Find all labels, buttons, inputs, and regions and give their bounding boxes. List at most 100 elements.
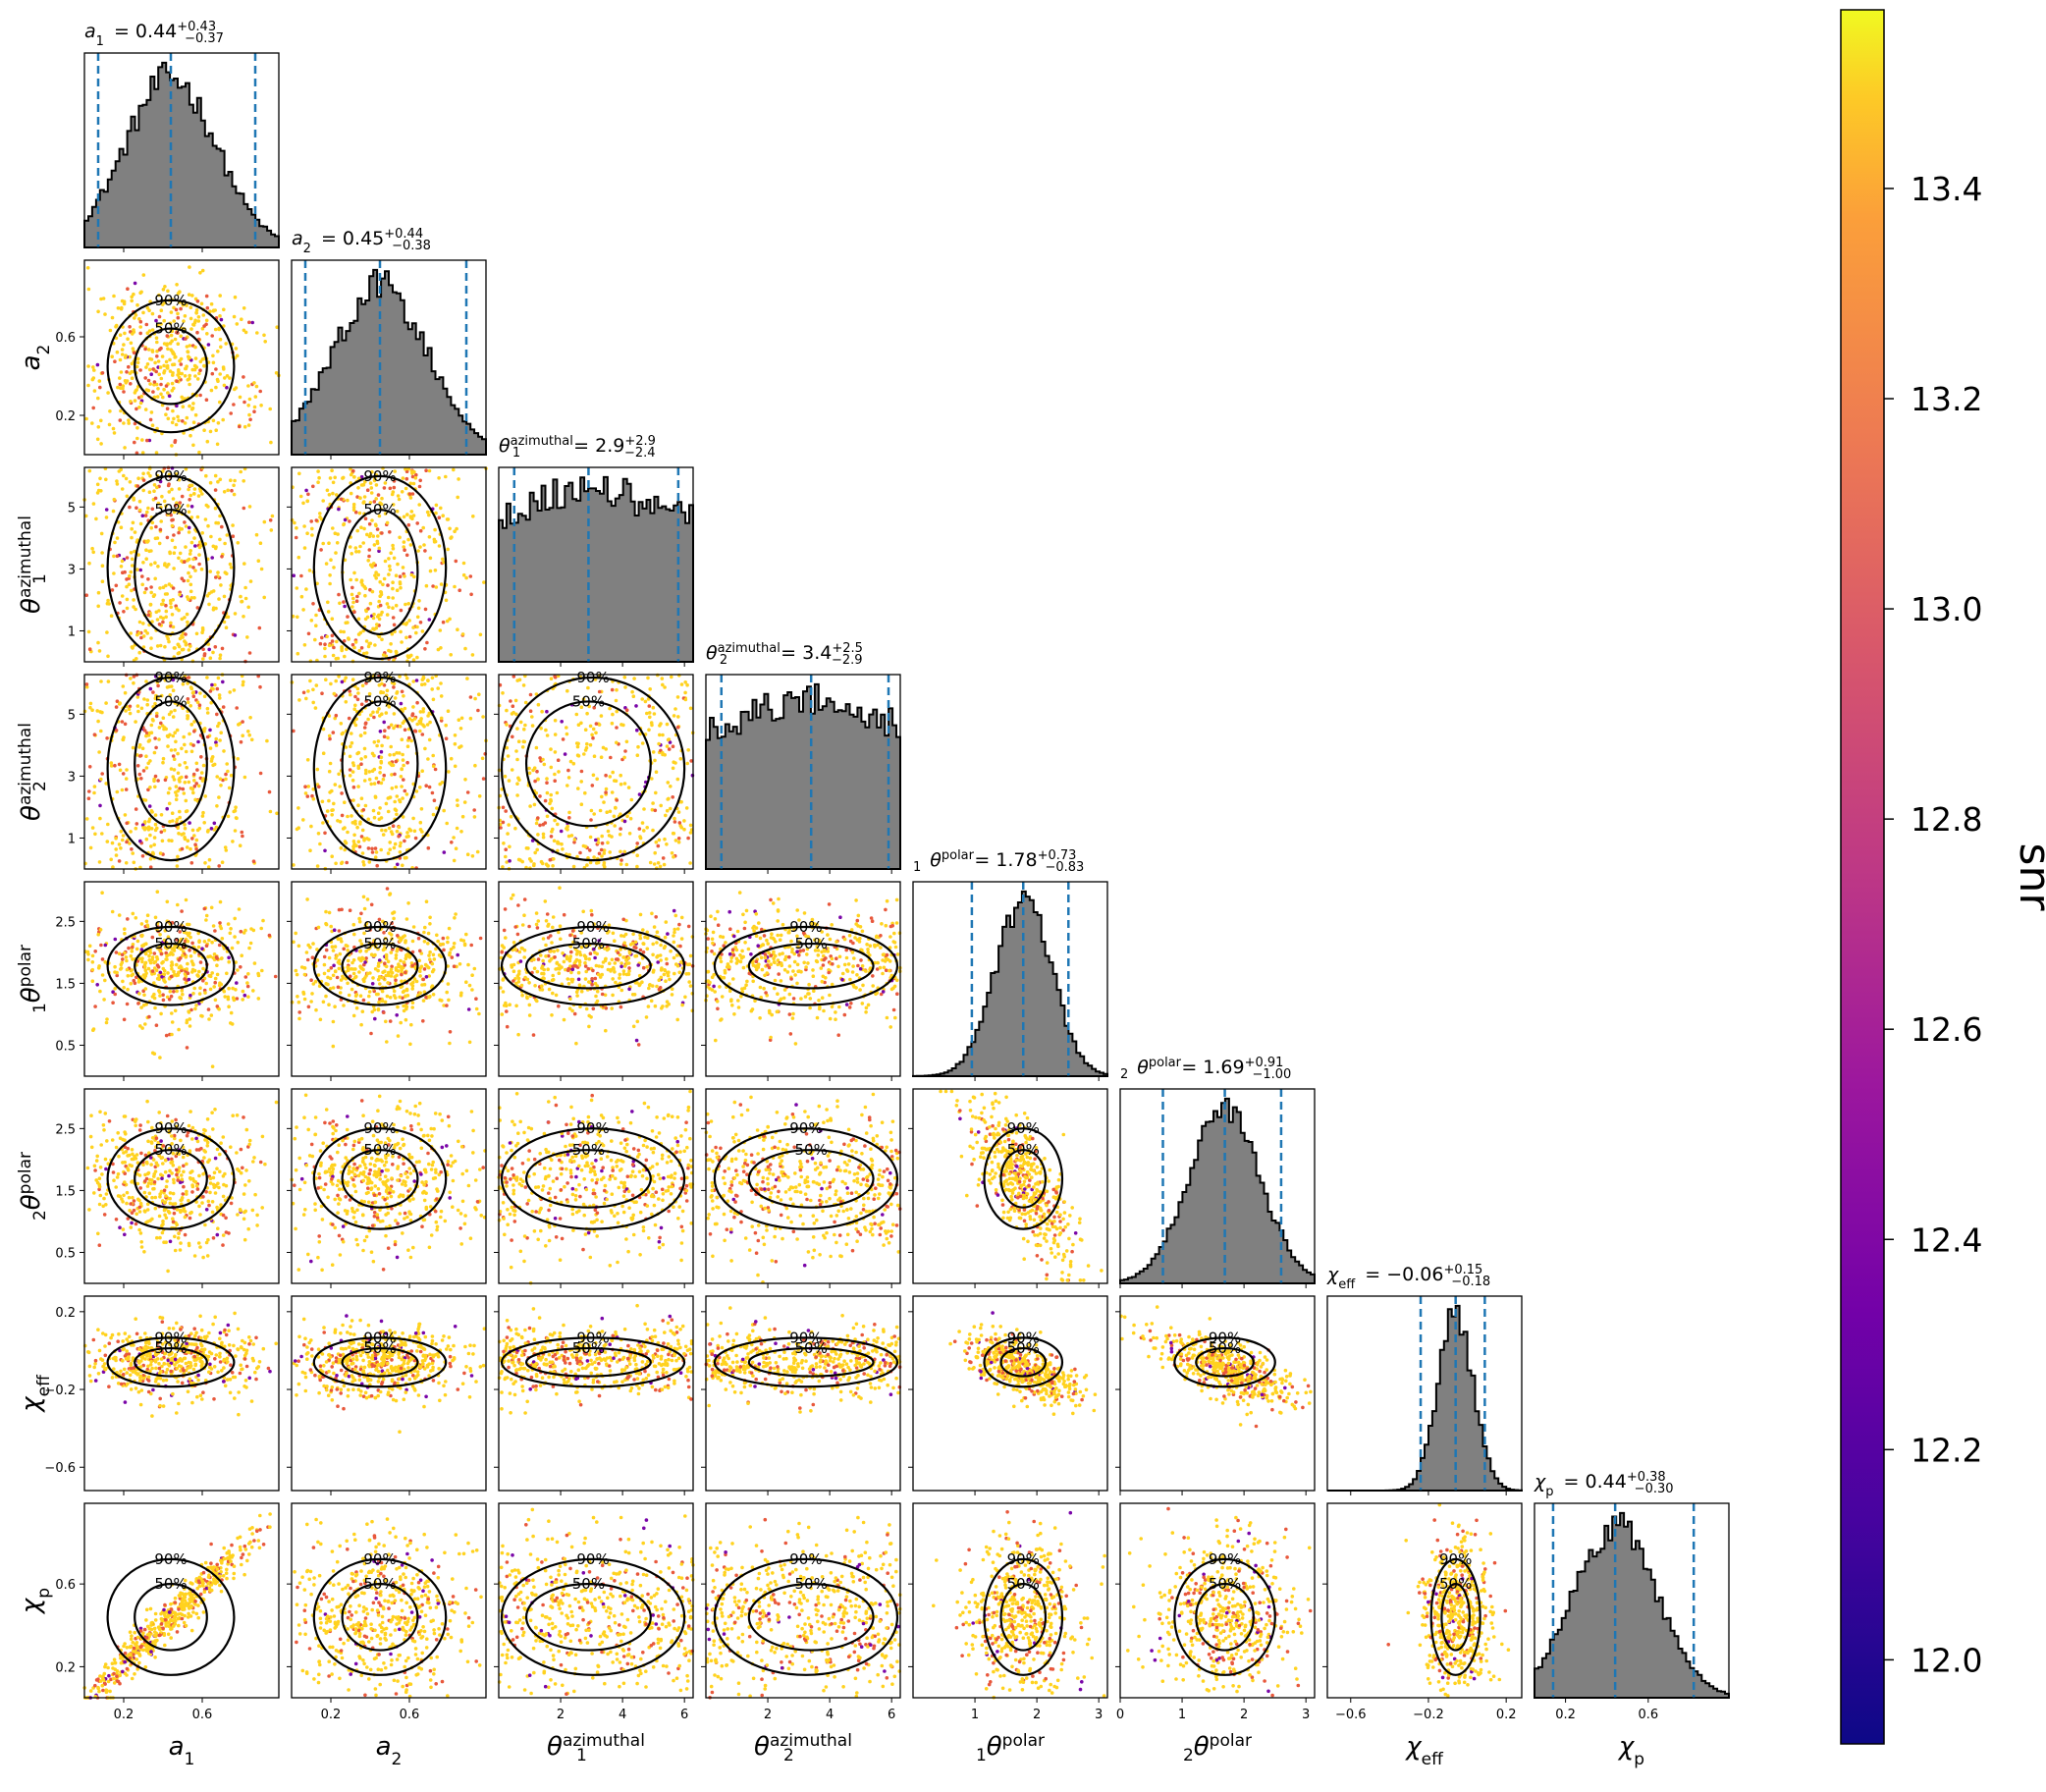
y-tick-label: 5 [68,501,76,516]
colorbar-tick-label: 12.6 [1911,1010,1982,1049]
x-axis-label-chi_eff: χeff [1404,1732,1444,1769]
contour-90pct [500,1127,686,1230]
contour-90pct [713,1336,899,1388]
scatter-panel-theta1_polar-vs-chi_eff: 50%90% [908,1295,1108,1495]
contour-label: 50% [572,1141,605,1159]
panel-frame [291,259,487,456]
y-tick-label: 1 [68,832,76,846]
scatter-panel-a1-vs-theta2_azimuthal: 50% 90% 1 3 5 [68,669,280,874]
x-tick-label: 2 [1033,1708,1041,1722]
contour-90pct [500,676,686,862]
hist-panel-a1: a1 = 0.44+0.43 −0.37 [83,20,280,252]
scatter-panel-a1-vs-chi_eff: 50%90% 0.2 −0.2 −0.6 [44,1295,280,1495]
contour-50pct [999,1346,1048,1378]
contour-50pct [747,1583,875,1652]
contour-50pct [999,1149,1048,1209]
contour-label: 50% [154,320,187,338]
scatter-points [704,891,902,1046]
contour-label: 90% [154,1550,187,1568]
contour-label: 50% [572,1575,605,1593]
contour-90pct [106,299,236,434]
colorbar-ticks: 12.0 12.2 12.4 12.6 12.8 13.0 13.2 13.4 [1884,170,1982,1679]
panel-background [84,1296,279,1491]
contour-50pct [341,1583,419,1652]
contour-50pct [524,942,652,990]
contour-50pct [341,700,419,828]
contour-label: 90% [363,1329,396,1346]
scatter-panel-theta1_azimuthal-vs-theta2_azimuthal: 50%90% [494,669,695,874]
panel-frame [498,674,694,870]
contour-label: 50% [795,935,828,952]
panel-frame [83,1502,280,1699]
contour-90pct [312,1557,448,1676]
scatter-panel-theta1_azimuthal-vs-theta1_polar: 50%90% [494,881,695,1081]
colorbar-gradient [1840,9,1885,1745]
panel-frame [705,1502,901,1699]
panel-frame [291,674,487,870]
scatter-panel-a2-vs-chi_p: 50% 90% 0.2 0.6 [287,1502,487,1722]
panel-frame [912,1088,1108,1284]
x-tick-label: 0.6 [192,1708,213,1722]
panel-title: θpolar 1 = 1.78+0.73 −0.83 [913,848,1084,875]
scatter-panel-a1-vs-chi_p: 50% 90% 0.2 0.6 0.2 0.6 [55,1502,280,1722]
scatter-panel-chi_eff-vs-chi_p: 50% 90% −0.6 −0.2 0.2 [1322,1502,1523,1722]
scatter-panel-theta1_polar-vs-theta2_polar: 50%90% [908,1088,1108,1288]
contour-label: 90% [154,918,187,936]
x-tick-label: 4 [619,1708,626,1722]
contour-90pct [312,1336,448,1388]
panel-title: θpolar 2 = 1.69+0.91 −1.00 [1120,1056,1291,1082]
contour-label: 90% [1209,1329,1241,1346]
panel-background [706,882,900,1076]
x-tick-label: 6 [680,1708,688,1722]
contour-90pct [312,925,448,1006]
contour-90pct [500,925,686,1006]
x-tick-label: 0.2 [1555,1708,1576,1722]
contour-90pct [713,1557,899,1676]
contour-90pct [106,1557,236,1676]
contour-90pct [106,676,236,862]
contour-label: 50% [363,935,396,952]
scatter-points [83,890,278,1068]
contour-label: 90% [363,1119,396,1137]
contour-label: 50% [1209,1575,1241,1593]
panel-background [499,1296,693,1491]
panel-frame [83,881,280,1077]
scatter-panel-a1-vs-theta2_polar: 50% 90% 0.5 1.5 2.5 [55,1088,280,1288]
panel-frame [498,1502,694,1699]
x-tick-label: 1 [1178,1708,1186,1722]
panel-title: a2 = 0.45+0.44 −0.38 [292,227,431,256]
y-tick-label: 1.5 [55,977,76,992]
panel-background [84,882,279,1076]
scatter-panel-a2-vs-theta2_azimuthal: 50%90% [287,669,488,874]
scatter-panel-theta2_polar-vs-chi_eff: 50%90% [1115,1295,1316,1495]
contour-label: 90% [789,1550,822,1568]
scatter-points [1119,1305,1313,1429]
contour-50pct [524,1346,652,1378]
contour-label: 50% [154,1575,187,1593]
contour-50pct [1440,1583,1472,1652]
x-axis-label-a1: a1 [169,1732,195,1769]
panel-frame [705,1088,901,1284]
contour-label: 50% [363,692,396,710]
contour-label: 90% [789,1329,822,1346]
x-tick-label: 0.2 [321,1708,342,1722]
x-tick-label: 0.6 [400,1708,420,1722]
panel-frame [291,881,487,1077]
y-tick-label: 1.5 [55,1184,76,1199]
panel-background [84,1089,279,1283]
contour-50pct [134,1346,208,1378]
panel-frame [705,881,901,1077]
y-axis-label-theta2_azimuthal: θazimuthal2 [16,723,50,821]
panel-frame [705,674,901,870]
contour-label: 50% [154,501,187,518]
contour-label: 50% [363,1141,396,1159]
contour-label: 50% [572,1339,605,1357]
hist-panel-theta2_polar: θpolar 2 = 1.69+0.91 −1.00 [1119,1056,1316,1288]
y-tick-label: 5 [68,708,76,723]
contour-label: 50% [1209,1339,1241,1357]
panel-background [292,882,486,1076]
contour-50pct [747,1346,875,1378]
panel-background [913,1089,1107,1283]
y-tick-label: −0.6 [44,1461,76,1476]
